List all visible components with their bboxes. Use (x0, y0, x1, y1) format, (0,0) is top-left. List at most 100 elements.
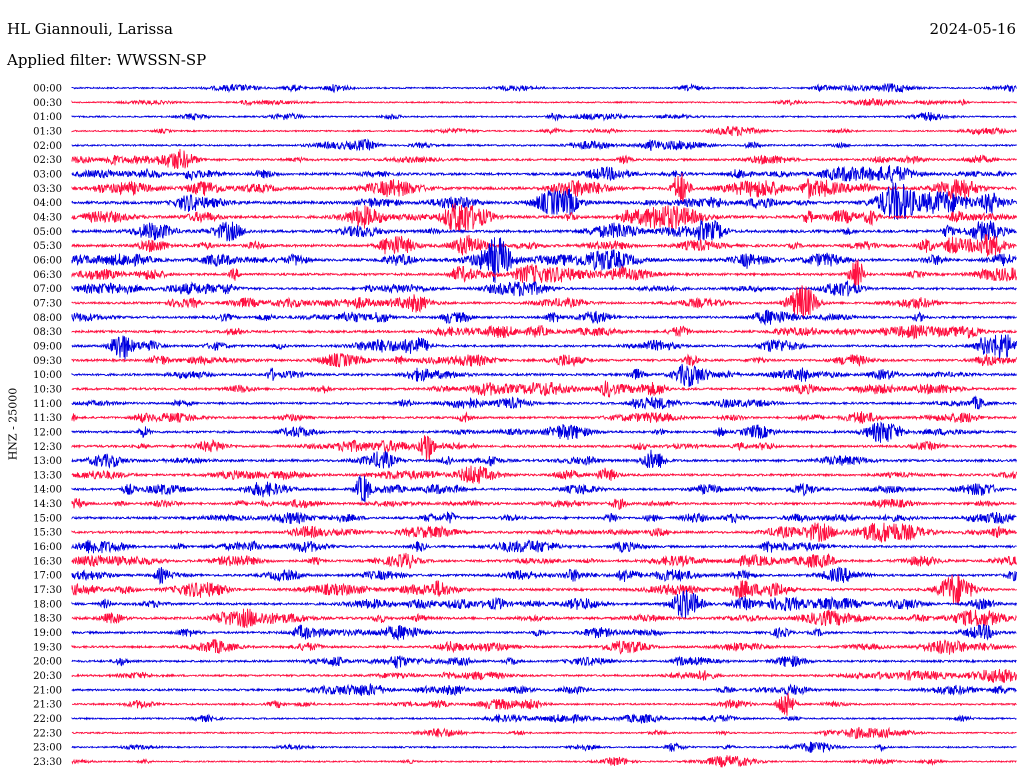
seismogram-trace (71, 589, 1017, 620)
seismogram-trace (71, 309, 1017, 326)
row-time-label: 02:30 (33, 155, 62, 166)
row-time-label: 13:30 (33, 470, 62, 481)
row-time-label: 09:00 (33, 341, 62, 352)
seismogram-trace (71, 148, 1017, 170)
row-time-label: 23:00 (33, 743, 62, 754)
row-time-label: 02:00 (33, 141, 62, 152)
seismogram-trace (71, 566, 1017, 585)
seismogram-trace (71, 380, 1017, 398)
seismogram-trace (71, 111, 1017, 122)
seismogram-trace (71, 237, 1017, 283)
seismogram-trace (71, 755, 1017, 768)
row-time-label: 05:30 (33, 241, 62, 252)
seismogram-trace (71, 411, 1017, 424)
seismogram-trace (71, 655, 1017, 669)
row-time-label: 14:30 (33, 499, 62, 510)
row-time-label: 00:30 (33, 98, 62, 109)
row-time-label: 12:30 (33, 442, 62, 453)
seismogram-trace (71, 363, 1017, 387)
seismogram-trace (71, 165, 1017, 183)
row-time-label: 04:30 (33, 213, 62, 224)
row-time-label: 19:30 (33, 642, 62, 653)
row-time-label: 08:30 (33, 327, 62, 338)
row-time-label: 00:00 (33, 84, 62, 95)
row-time-label: 22:30 (33, 728, 62, 739)
row-time-label: 15:30 (33, 528, 62, 539)
seismogram-trace (71, 449, 1017, 469)
row-time-label: 11:00 (33, 399, 62, 410)
row-time-label: 07:30 (33, 298, 62, 309)
seismogram-trace (71, 395, 1017, 410)
filter-label: Applied filter: WWSSN-SP (7, 51, 207, 69)
seismogram-trace (71, 726, 1017, 740)
seismogram-trace (71, 219, 1017, 242)
seismogram-trace (71, 82, 1017, 94)
row-time-label: 11:30 (33, 413, 62, 424)
seismogram-trace (71, 522, 1017, 543)
seismogram-trace (71, 539, 1017, 554)
seismogram-trace (71, 638, 1017, 655)
row-time-label: 04:00 (33, 198, 62, 209)
seismogram-trace (71, 324, 1017, 340)
row-time-label: 08:00 (33, 313, 62, 324)
row-time-label: 20:00 (33, 657, 62, 668)
seismogram-trace (71, 511, 1017, 525)
seismogram-trace (71, 608, 1017, 628)
seismogram-trace (71, 624, 1017, 642)
plot-date: 2024-05-16 (929, 20, 1016, 38)
row-time-label: 15:00 (33, 513, 62, 524)
seismogram-trace (71, 285, 1017, 320)
seismogram-trace (71, 173, 1017, 203)
seismogram-trace (71, 552, 1017, 570)
row-time-label: 05:00 (33, 227, 62, 238)
seismogram-trace (71, 125, 1017, 137)
row-time-label: 01:00 (33, 112, 62, 123)
row-time-label: 21:00 (33, 685, 62, 696)
row-time-label: 03:30 (33, 184, 62, 195)
seismogram-trace (71, 334, 1017, 360)
row-time-label: 20:30 (33, 671, 62, 682)
row-time-label: 13:00 (33, 456, 62, 467)
row-time-label: 22:00 (33, 714, 62, 725)
station-title: HL Giannouli, Larissa (7, 20, 173, 38)
seismogram-trace (71, 421, 1017, 443)
row-time-label: 03:00 (33, 170, 62, 181)
row-time-label: 12:00 (33, 427, 62, 438)
seismogram-trace (71, 138, 1017, 152)
seismogram-trace (71, 353, 1017, 368)
seismogram-trace (71, 498, 1017, 510)
row-time-label: 14:00 (33, 485, 62, 496)
seismogram-trace (71, 574, 1017, 606)
seismogram-trace (71, 182, 1017, 220)
row-time-label: 19:00 (33, 628, 62, 639)
row-time-label: 06:00 (33, 256, 62, 267)
seismogram-trace (71, 693, 1017, 716)
row-time-label: 21:30 (33, 700, 62, 711)
row-time-label: 16:30 (33, 556, 62, 567)
seismogram-trace (71, 280, 1017, 297)
seismogram-trace (71, 202, 1017, 233)
seismogram-trace (71, 435, 1017, 461)
seismogram-trace (71, 668, 1017, 684)
seismogram-trace (71, 475, 1017, 503)
seismogram-trace (71, 683, 1017, 697)
row-time-label: 17:30 (33, 585, 62, 596)
row-time-label: 10:30 (33, 384, 62, 395)
row-time-label: 17:00 (33, 571, 62, 582)
row-time-label: 06:30 (33, 270, 62, 281)
seismogram-trace (71, 741, 1017, 754)
seismogram-trace (71, 465, 1017, 484)
seismogram-trace (71, 98, 1017, 107)
row-time-label: 10:00 (33, 370, 62, 381)
seismogram-trace (71, 713, 1017, 724)
seismogram-trace (71, 234, 1017, 257)
seismogram-trace (71, 259, 1017, 290)
row-time-label: 23:30 (33, 757, 62, 768)
row-time-label: 18:30 (33, 614, 62, 625)
row-time-label: 01:30 (33, 127, 62, 138)
row-time-label: 09:30 (33, 356, 62, 367)
row-time-label: 16:00 (33, 542, 62, 553)
row-time-label: 18:00 (33, 599, 62, 610)
row-time-label: 07:00 (33, 284, 62, 295)
